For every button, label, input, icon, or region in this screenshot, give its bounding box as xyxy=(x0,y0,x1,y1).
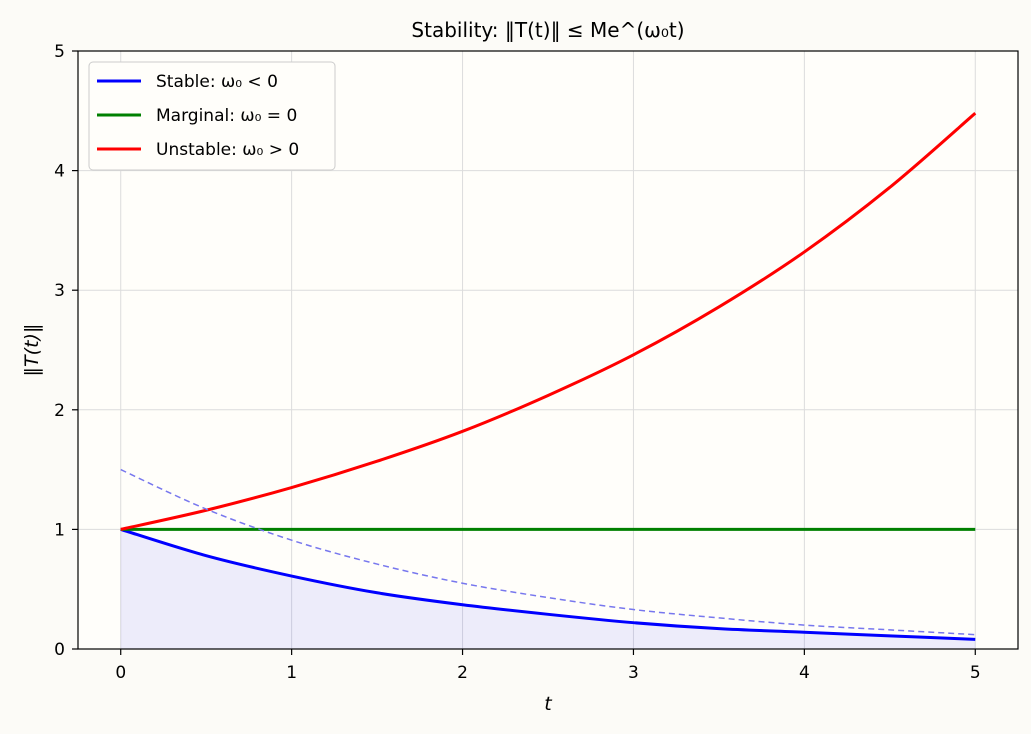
x-tick-label: 3 xyxy=(628,663,639,683)
stable-fill-region xyxy=(120,529,976,649)
stable-fill-area xyxy=(120,529,976,649)
y-tick-label: 0 xyxy=(54,640,65,660)
x-tick-label: 4 xyxy=(799,663,810,683)
x-tick-label: 1 xyxy=(286,663,297,683)
y-axis-label: ‖T(t)‖ xyxy=(21,324,43,377)
unstable-series-line xyxy=(120,112,977,531)
stable-series-line xyxy=(120,527,976,641)
series-lines xyxy=(120,112,977,641)
legend-box xyxy=(88,61,336,171)
x-tick-label: 2 xyxy=(457,663,468,683)
x-axis-ticks: 0 1 2 3 4 5 xyxy=(115,649,981,683)
legend-label-unstable: Unstable: ω₀ > 0 xyxy=(156,140,299,160)
x-tick-label: 0 xyxy=(115,663,126,683)
y-tick-label: 5 xyxy=(54,42,65,62)
x-axis-label: t xyxy=(544,693,553,715)
stable-bound-dashed-line xyxy=(120,468,976,636)
legend-label-marginal: Marginal: ω₀ = 0 xyxy=(156,106,297,126)
y-axis-ticks: 0 1 2 3 4 5 xyxy=(54,42,78,660)
y-tick-label: 1 xyxy=(54,520,65,540)
y-tick-label: 3 xyxy=(54,281,65,301)
legend: Stable: ω₀ < 0 Marginal: ω₀ = 0 Unstable… xyxy=(88,61,336,171)
y-tick-label: 4 xyxy=(54,162,65,182)
chart-title: Stability: ‖T(t)‖ ≤ Me^(ω₀t) xyxy=(411,18,684,42)
x-tick-label: 5 xyxy=(970,663,981,683)
legend-label-stable: Stable: ω₀ < 0 xyxy=(156,72,278,92)
plot-frame xyxy=(77,50,1019,650)
y-tick-label: 2 xyxy=(54,401,65,421)
